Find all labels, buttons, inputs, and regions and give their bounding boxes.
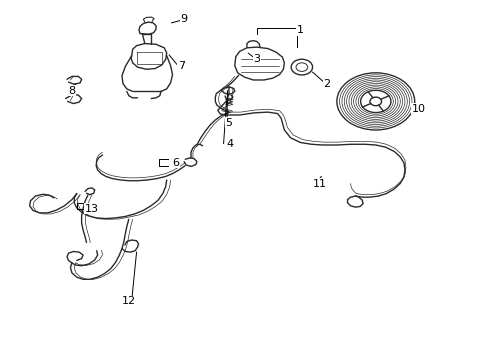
Text: 4: 4: [226, 139, 233, 149]
Text: 13: 13: [84, 203, 98, 213]
Text: 8: 8: [68, 86, 75, 96]
Text: 5: 5: [225, 118, 232, 128]
Text: 9: 9: [180, 14, 187, 24]
Text: 2: 2: [323, 78, 330, 89]
Text: 10: 10: [411, 104, 425, 113]
Text: 11: 11: [312, 179, 326, 189]
Text: 1: 1: [296, 25, 304, 35]
Text: 3: 3: [253, 54, 260, 64]
Text: 7: 7: [177, 61, 184, 71]
Text: 12: 12: [122, 296, 136, 306]
Text: 6: 6: [172, 158, 179, 168]
